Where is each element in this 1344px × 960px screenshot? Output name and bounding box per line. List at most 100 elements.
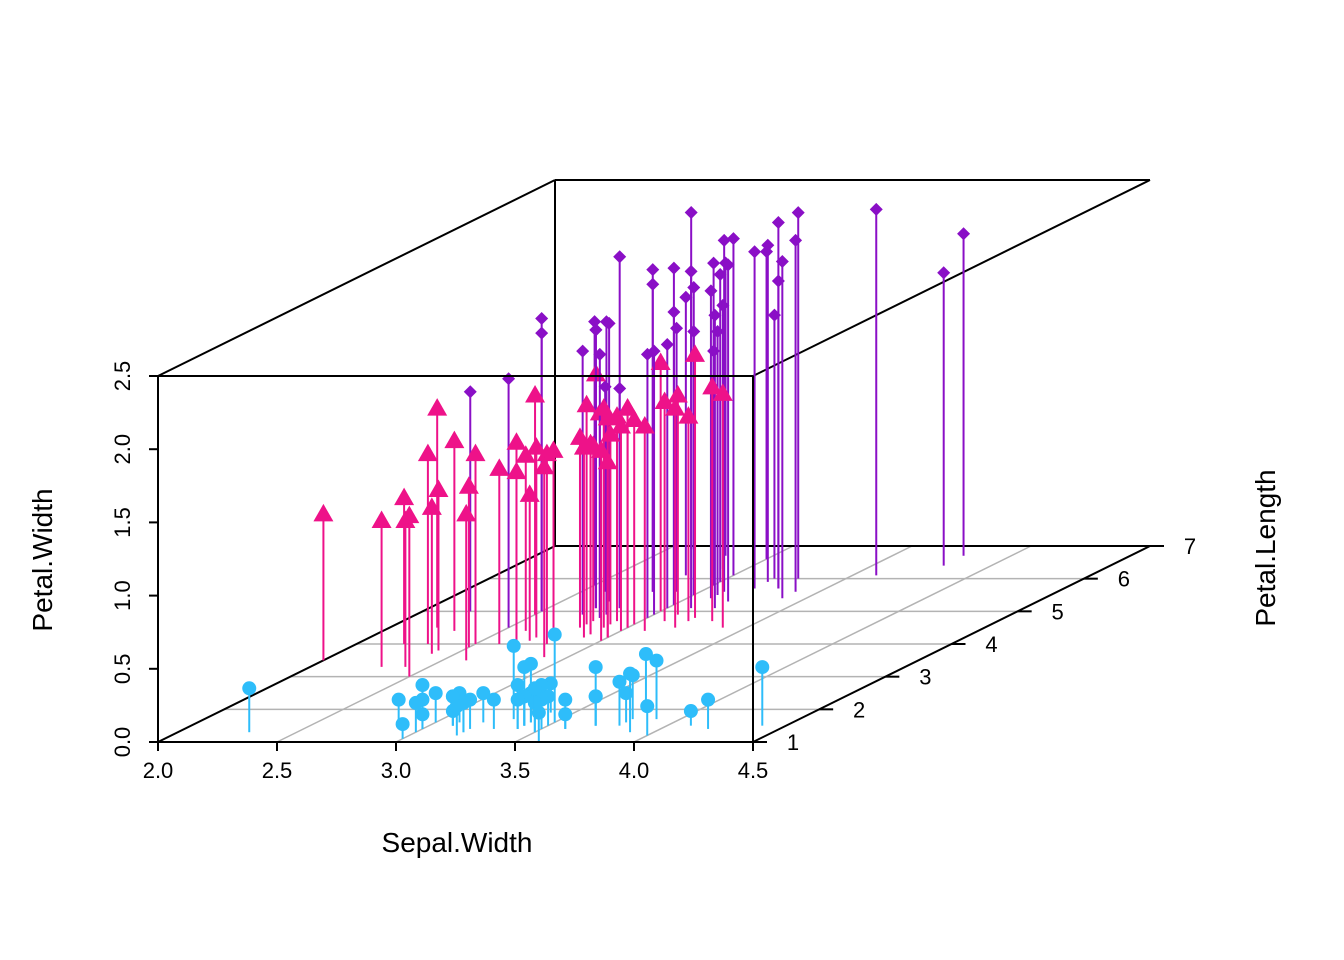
point-marker xyxy=(558,692,573,707)
data-point xyxy=(536,443,557,644)
data-point xyxy=(701,692,716,729)
point-marker xyxy=(869,202,883,216)
data-point xyxy=(678,406,699,622)
data-point xyxy=(702,376,723,622)
point-marker xyxy=(678,406,699,424)
data-point xyxy=(624,409,645,625)
data-point xyxy=(791,206,805,579)
x-tick-label: 4.0 xyxy=(619,758,650,783)
point-marker xyxy=(531,705,546,720)
point-marker xyxy=(558,707,573,722)
point-marker xyxy=(599,315,613,329)
point-marker xyxy=(463,385,477,399)
point-marker xyxy=(476,686,491,701)
z-tick-label: 2.5 xyxy=(110,361,135,392)
point-marker xyxy=(650,352,671,370)
box-edge xyxy=(157,545,556,743)
data-point xyxy=(771,215,785,589)
z-tick-label: 2.0 xyxy=(110,434,135,465)
data-point xyxy=(456,503,477,661)
point-marker xyxy=(708,308,722,322)
data-point xyxy=(679,290,693,576)
point-marker xyxy=(702,376,723,395)
point-marker xyxy=(535,312,549,326)
x-tick-label: 2.0 xyxy=(143,758,174,783)
data-point xyxy=(667,385,688,615)
point-marker xyxy=(679,290,693,304)
data-point xyxy=(670,321,684,592)
point-marker xyxy=(588,660,603,675)
data-point xyxy=(573,437,594,638)
point-marker xyxy=(395,717,410,732)
point-marker xyxy=(640,699,655,714)
data-point xyxy=(506,461,527,648)
data-point xyxy=(649,653,664,720)
data-point xyxy=(721,258,735,602)
point-marker xyxy=(486,692,501,707)
data-point xyxy=(610,415,631,631)
data-point xyxy=(593,347,607,618)
point-marker xyxy=(588,689,603,704)
point-marker xyxy=(937,266,951,280)
data-point xyxy=(640,699,655,736)
point-marker xyxy=(313,503,334,522)
point-marker xyxy=(712,383,733,401)
data-point xyxy=(612,674,627,726)
data-points xyxy=(242,202,971,742)
point-marker xyxy=(701,692,716,707)
z-tick-label: 1.5 xyxy=(110,507,135,538)
data-point xyxy=(476,686,491,723)
data-point xyxy=(465,443,486,644)
point-marker xyxy=(617,398,638,416)
point-marker xyxy=(593,347,607,361)
point-marker xyxy=(415,678,430,693)
x-tick-label: 4.5 xyxy=(738,758,769,783)
data-point xyxy=(708,308,722,609)
data-point xyxy=(417,443,438,644)
point-marker xyxy=(576,344,590,358)
data-point xyxy=(667,305,681,605)
box-back-frame xyxy=(157,179,1151,546)
data-point xyxy=(519,484,540,641)
point-marker xyxy=(726,232,740,246)
x-axis-title: Sepal.Width xyxy=(382,827,533,858)
y-tick-label: 7 xyxy=(1184,534,1196,559)
data-point xyxy=(755,660,770,726)
point-marker xyxy=(665,398,686,416)
data-point xyxy=(685,344,706,618)
point-marker xyxy=(775,255,789,269)
point-marker xyxy=(634,415,655,434)
y-tick-label: 1 xyxy=(787,730,799,755)
point-marker xyxy=(684,264,698,278)
point-marker xyxy=(748,245,762,259)
point-marker xyxy=(613,250,627,264)
point-marker xyxy=(408,695,423,710)
z-tick-label: 1.0 xyxy=(110,580,135,611)
point-marker xyxy=(527,681,542,696)
data-point xyxy=(547,627,562,723)
point-marker xyxy=(573,437,594,455)
point-marker xyxy=(444,430,465,449)
data-point xyxy=(449,699,464,736)
data-point xyxy=(775,255,789,599)
y-tick-label: 3 xyxy=(919,665,931,690)
box-edge xyxy=(157,179,556,377)
z-tick-label: 0.5 xyxy=(110,654,135,685)
point-marker xyxy=(535,326,549,340)
data-point xyxy=(665,398,686,628)
data-point xyxy=(957,227,971,556)
point-marker xyxy=(667,305,681,319)
data-point xyxy=(869,202,883,576)
data-point xyxy=(502,372,516,628)
data-point xyxy=(444,430,465,631)
y-tick-label: 4 xyxy=(985,632,997,657)
point-marker xyxy=(591,440,612,458)
point-marker xyxy=(506,461,527,480)
z-axis: 0.0 0.5 1.0 1.5 2.0 2.5 xyxy=(110,361,158,758)
point-marker xyxy=(667,261,681,275)
point-marker xyxy=(576,394,597,413)
point-marker xyxy=(417,443,438,462)
point-marker xyxy=(789,233,803,247)
point-marker xyxy=(624,409,645,427)
z-tick-label: 0.0 xyxy=(110,727,135,758)
